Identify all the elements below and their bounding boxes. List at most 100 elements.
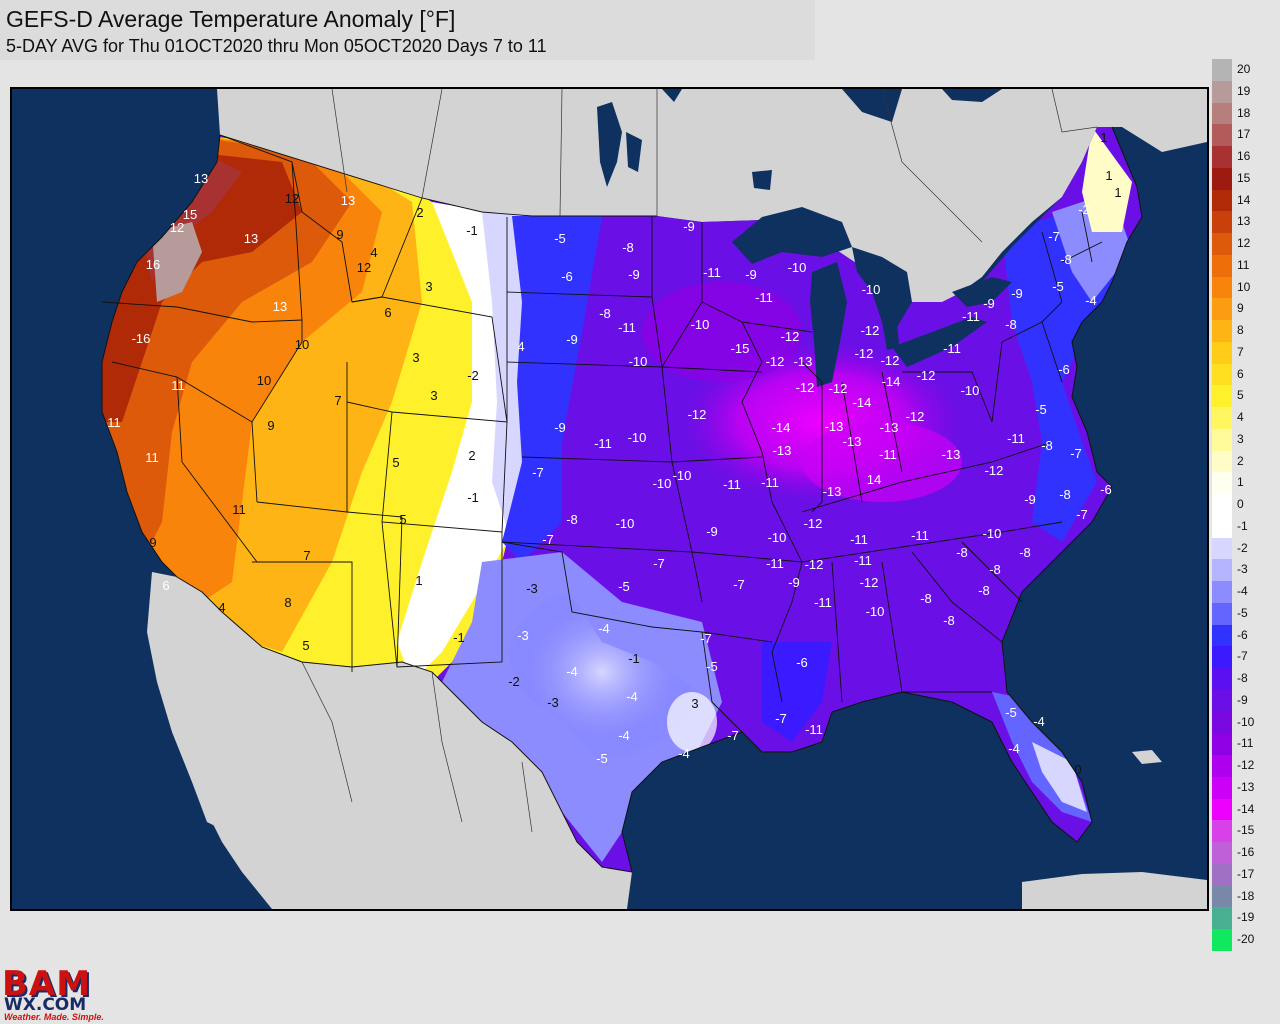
map-value-label: -10: [788, 260, 807, 275]
map-value-label: -7: [775, 711, 787, 726]
map-value-label: -11: [814, 595, 832, 610]
map-value-label: -9: [788, 575, 800, 590]
great-lakes: [732, 207, 1012, 387]
map-value-label: 3: [691, 696, 698, 711]
colorbar-tick-label: 15: [1237, 170, 1251, 185]
map-value-label: -10: [961, 383, 980, 398]
colorbar-swatch: [1212, 515, 1232, 538]
map-value-label: -3: [547, 695, 559, 710]
bamwx-logo[interactable]: BAM WX.COM Weather. Made. Simple.: [0, 962, 120, 1024]
map-value-label: -7: [733, 577, 745, 592]
map-value-label: -11: [618, 320, 636, 335]
anomaly-map[interactable]: 13 15 12 16 13 12 13 9 4 12 2 -1 3 13 6 -16 10 3 10 11 7 3 -2 1…: [10, 87, 1209, 911]
map-value-label: -2: [508, 674, 520, 689]
colorbar-swatch: [1212, 450, 1232, 473]
map-value-label: 5: [399, 512, 406, 527]
map-value-label: -7: [653, 556, 665, 571]
map-value-label: 16: [146, 257, 160, 272]
map-value-label: -3: [526, 581, 538, 596]
colorbar-tick-label: -8: [1237, 671, 1248, 685]
map-value-label: 4: [370, 245, 377, 260]
colorbar-swatch: [1212, 624, 1232, 647]
colorbar-swatch: [1212, 907, 1232, 930]
colorbar-legend: [1212, 59, 1232, 952]
map-value-label: 7: [334, 393, 341, 408]
map-value-label: -12: [688, 407, 707, 422]
map-value-label: -2: [1078, 202, 1090, 217]
map-value-label: -9: [706, 524, 718, 539]
colorbar-tick-label: 17: [1237, 127, 1251, 142]
baja-land: [147, 572, 227, 832]
colorbar-tick-label: -1: [1237, 518, 1248, 533]
us-coastline: [101, 126, 1143, 873]
colorbar-tick-label: -10: [1237, 714, 1255, 729]
map-value-label: 1: [1105, 168, 1112, 183]
map-value-label: -13: [942, 447, 961, 462]
map-value-label: 4: [517, 339, 524, 354]
colorbar-swatch: [1212, 428, 1232, 451]
map-value-label: -12: [917, 368, 936, 383]
map-value-label: 1: [415, 573, 422, 588]
map-value-label: 6: [384, 305, 391, 320]
map-value-label: -5: [596, 751, 608, 766]
colorbar-swatch: [1212, 711, 1232, 734]
map-value-label: -11: [1007, 431, 1025, 446]
map-value-label: -11: [766, 556, 784, 571]
colorbar-swatch: [1212, 755, 1232, 778]
map-value-label: -11: [755, 290, 773, 305]
map-value-label: 13: [244, 231, 258, 246]
map-value-label: -5: [618, 579, 630, 594]
colorbar-swatch: [1212, 385, 1232, 408]
map-value-label: -15: [731, 341, 750, 356]
logo-wx-text: WX.COM: [4, 995, 87, 1015]
colorbar-swatch: [1212, 341, 1232, 364]
colorbar-swatch: [1212, 298, 1232, 321]
map-value-label: -6: [561, 269, 573, 284]
map-value-label: -7: [1076, 507, 1088, 522]
colorbar-tick-label: 18: [1237, 105, 1251, 120]
colorbar-tick-label: 11: [1237, 257, 1250, 272]
map-value-label: -12: [860, 575, 879, 590]
map-value-label: 10: [257, 373, 271, 388]
map-value-label: -9: [983, 296, 995, 311]
colorbar-tick-label: -4: [1237, 584, 1248, 598]
map-value-label: 9: [336, 227, 343, 242]
map-value-label: 1: [1100, 130, 1107, 145]
colorbar-tick-label: -6: [1237, 627, 1248, 642]
map-value-label: -12: [804, 516, 823, 531]
colorbar-tick-label: 19: [1237, 83, 1251, 98]
map-value-label: 13: [341, 193, 355, 208]
map-value-label: -1: [628, 651, 640, 666]
map-value-label: 12: [357, 260, 371, 275]
colorbar-tick-label: -5: [1237, 605, 1248, 620]
map-value-label: 6: [162, 578, 169, 593]
map-value-label: -4: [1033, 714, 1045, 729]
logo-tagline: Weather. Made. Simple.: [4, 1012, 104, 1022]
map-value-label: -11: [879, 447, 897, 462]
map-value-label: -12: [766, 354, 785, 369]
map-value-label: -1: [467, 490, 479, 505]
colorbar-tick-label: -16: [1237, 845, 1255, 859]
map-value-label: -11: [594, 436, 612, 451]
map-value-label: -8: [1060, 252, 1072, 267]
colorbar-swatch: [1212, 929, 1232, 952]
map-value-label: -5: [1035, 402, 1047, 417]
colorbar-swatch: [1212, 363, 1232, 386]
map-value-label: 9: [149, 535, 156, 550]
map-value-label: -5: [1052, 279, 1064, 294]
map-value-label: -12: [805, 557, 824, 572]
map-value-label: -10: [616, 516, 635, 531]
colorbar-swatch: [1212, 581, 1232, 604]
map-value-label: -10: [862, 282, 881, 297]
map-value-label: 10: [295, 337, 309, 352]
colorbar-swatch: [1212, 733, 1232, 756]
map-value-label: -6: [1100, 482, 1112, 497]
map-value-label: 3: [425, 279, 432, 294]
map-value-label: -4: [598, 621, 610, 636]
colorbar-tick-label: 13: [1237, 214, 1251, 229]
colorbar-swatch: [1212, 407, 1232, 430]
map-value-label: -9: [1011, 286, 1023, 301]
map-value-label: 7: [303, 548, 310, 563]
map-value-label: -11: [962, 309, 980, 324]
